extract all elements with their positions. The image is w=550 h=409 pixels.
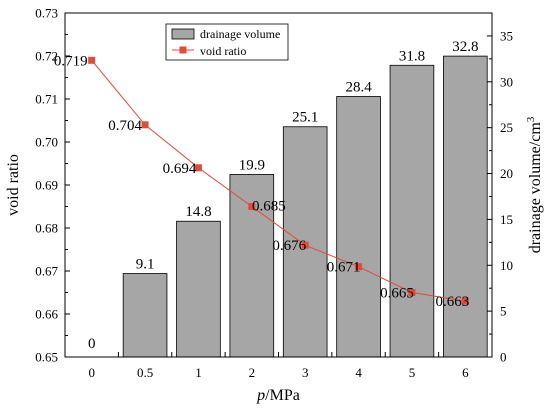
x-tick-label: 5 (409, 365, 416, 380)
void-ratio-marker-1 (194, 164, 202, 172)
x-tick-label: 2 (249, 365, 256, 380)
x-axis-title-italic: p (256, 387, 265, 404)
right-tick-label: 35 (500, 28, 513, 43)
left-tick-label: 0.67 (35, 264, 58, 279)
right-tick-label: 10 (500, 258, 513, 273)
void-ratio-marker-6 (461, 297, 469, 305)
bar-value-label: 19.9 (239, 157, 265, 173)
x-axis-title-unit: /MPa (265, 387, 300, 404)
void-ratio-line (91, 59, 466, 302)
right-axis-title-main: drainage volume/cm (527, 122, 544, 254)
left-tick-label: 0.70 (35, 135, 58, 150)
bar-4 (336, 96, 381, 358)
bars-layer (122, 55, 488, 358)
left-tick-label: 0.65 (35, 350, 58, 365)
void-ratio-series (88, 56, 469, 305)
left-tick-label: 0.72 (35, 49, 58, 64)
right-axis-title: drainage volume/cm3 (525, 116, 544, 253)
x-tick-label: 0.5 (137, 365, 153, 380)
right-tick-label: 15 (500, 212, 513, 227)
right-tick-label: 30 (500, 74, 513, 89)
bar-value-label: 28.4 (345, 79, 372, 95)
bar-value-label: 0 (88, 336, 96, 352)
right-tick-label: 20 (500, 166, 513, 181)
x-axis: 0 0.5 1 2 3 4 5 6 (64, 352, 493, 380)
left-tick-label: 0.73 (35, 6, 58, 21)
bar-value-label: 25.1 (292, 110, 318, 126)
left-axis-title: void ratio (5, 154, 22, 216)
void-ratio-marker-2 (248, 203, 256, 210)
x-tick-label: 0 (88, 365, 95, 380)
bar-value-label: 14.8 (185, 204, 211, 220)
bar-6 (443, 55, 488, 358)
bar-1 (176, 220, 221, 358)
right-tick-label: 5 (500, 304, 507, 319)
x-tick-label: 4 (355, 365, 362, 380)
bar-value-label: 32.8 (452, 39, 478, 55)
void-ratio-marker-4 (355, 263, 363, 271)
legend-bar-swatch (171, 28, 195, 40)
bar-5 (389, 64, 435, 358)
x-axis-title: p/MPa (256, 387, 300, 404)
void-ratio-value-label: 0.665 (380, 286, 414, 302)
bar-value-label: 9.1 (136, 257, 155, 273)
left-tick-label: 0.71 (35, 92, 58, 107)
void-ratio-value-label: 0.676 (272, 238, 306, 254)
bar-value-label: 31.8 (399, 48, 425, 64)
void-ratio-marker-0 (88, 56, 96, 64)
legend-line-marker (179, 46, 187, 54)
legend-line-label: void ratio (200, 44, 246, 58)
left-tick-label: 0.69 (35, 178, 58, 193)
data-labels: 0 9.1 14.8 19.9 25.1 28.4 31.8 32.8 0.719 0.704 0.… (54, 39, 479, 352)
x-tick-label: 1 (195, 365, 202, 380)
void-ratio-value-label: 0.694 (163, 161, 197, 177)
right-tick-label: 25 (500, 120, 513, 135)
void-ratio-value-label: 0.685 (252, 199, 286, 215)
void-ratio-value-label: 0.663 (435, 294, 469, 310)
void-ratio-marker-0.5 (141, 121, 149, 129)
legend-bar-label: drainage volume (200, 27, 280, 41)
legend: drainage volume void ratio (165, 23, 289, 61)
left-tick-label: 0.68 (35, 221, 58, 236)
right-tick-label: 0 (500, 350, 507, 365)
right-axis: 0 5 10 15 20 25 30 35 (487, 12, 513, 365)
left-tick-label: 0.66 (35, 307, 58, 322)
left-axis: 0.65 0.66 0.67 0.68 0.69 0.70 0.71 0.72 0.73 (35, 6, 70, 365)
void-ratio-value-label: 0.704 (108, 118, 142, 134)
x-tick-label: 3 (302, 365, 309, 380)
bar-0.5 (122, 273, 168, 358)
x-tick-label: 6 (462, 365, 469, 380)
void-ratio-value-label: 0.671 (327, 260, 361, 276)
right-axis-title-sup: 3 (525, 116, 537, 122)
void-ratio-value-label: 0.719 (54, 53, 88, 69)
void-ratio-marker-3 (301, 241, 309, 249)
void-ratio-marker-5 (408, 289, 416, 296)
